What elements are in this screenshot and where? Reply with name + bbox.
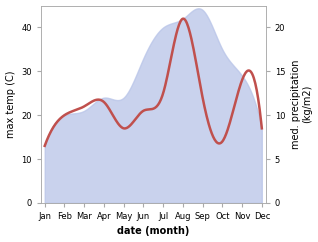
Y-axis label: max temp (C): max temp (C)	[5, 70, 16, 138]
Y-axis label: med. precipitation
(kg/m2): med. precipitation (kg/m2)	[291, 60, 313, 149]
X-axis label: date (month): date (month)	[117, 227, 190, 236]
